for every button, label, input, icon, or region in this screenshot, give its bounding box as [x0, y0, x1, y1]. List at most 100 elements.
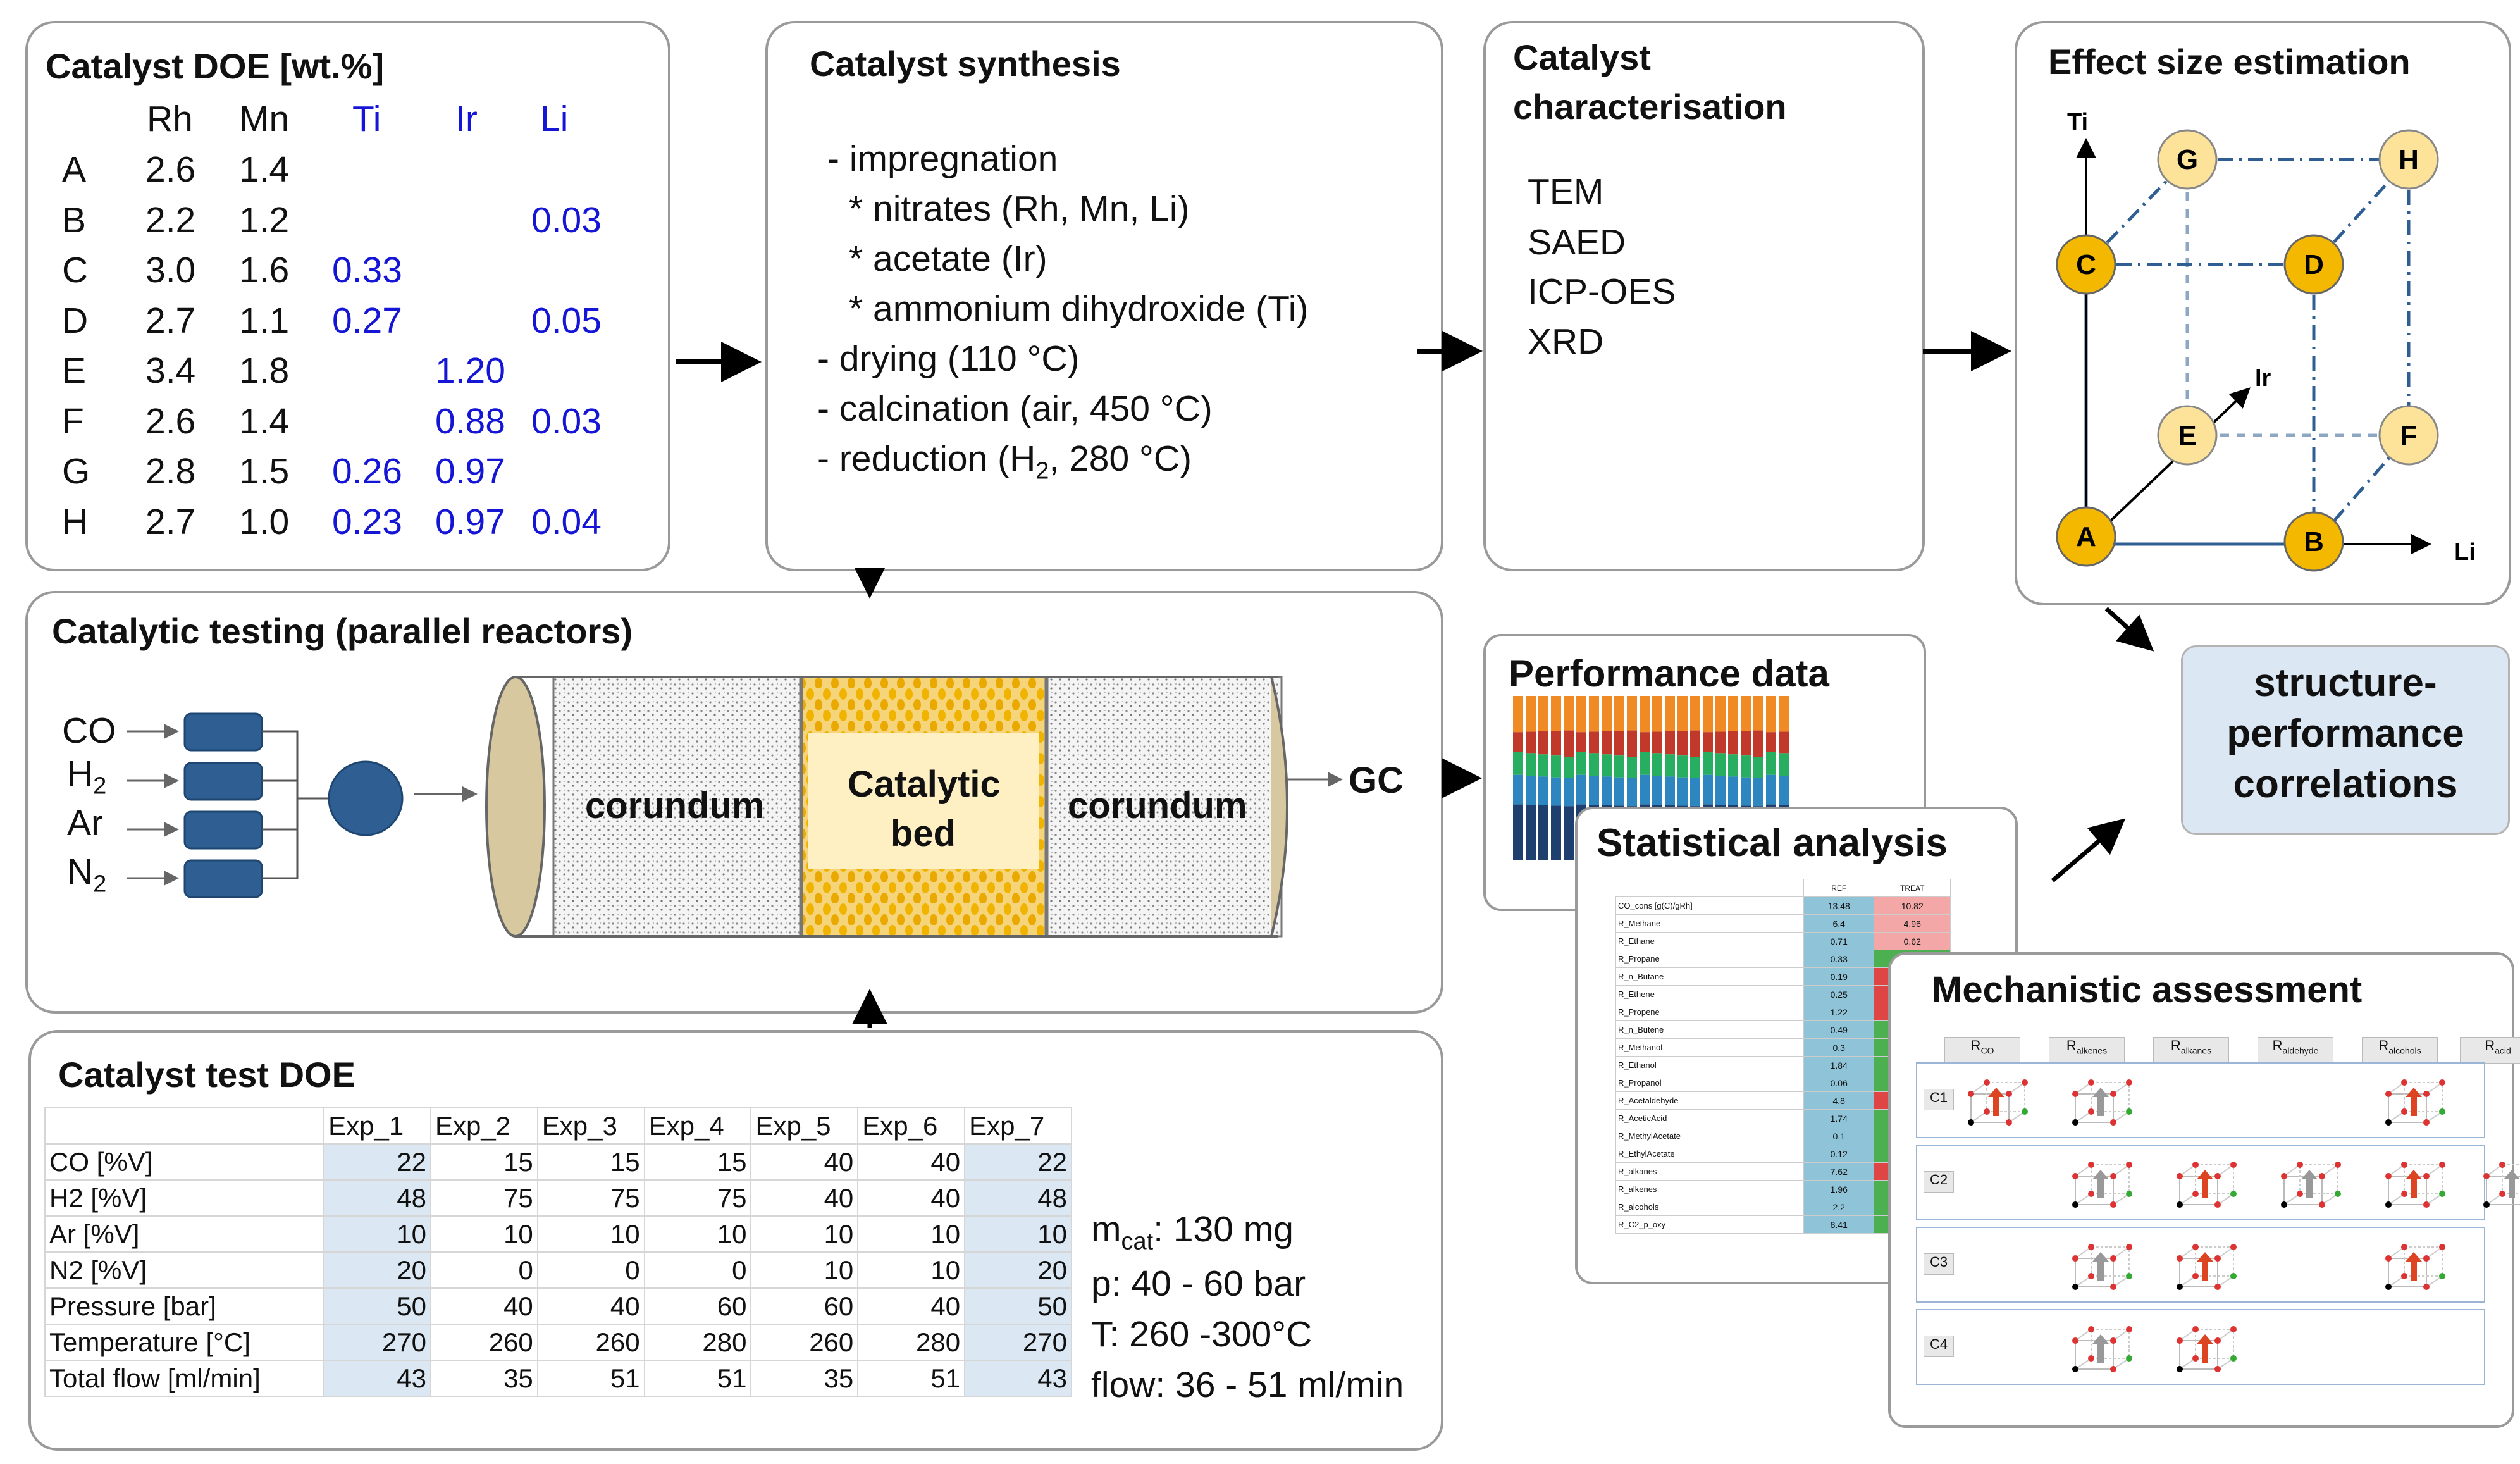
test-doe-table: Exp_1 Exp_2 Exp_3 Exp_4 Exp_5 Exp_6 Exp_7 CO [%…	[44, 1107, 1072, 1397]
test-doe-cell: 43	[964, 1360, 1072, 1397]
synthesis-step: - impregnation	[827, 139, 1058, 179]
mech-header: Ralcohols	[2362, 1037, 2438, 1064]
test-doe-cell: 40	[750, 1143, 859, 1181]
test-doe-row: Pressure [bar] 50 40 40 60 60 40 50	[44, 1287, 1072, 1325]
sa-row-name: R_alkenes	[1615, 1180, 1804, 1198]
perf-bar-segment	[1614, 696, 1624, 731]
perf-bar-segment	[1551, 731, 1561, 756]
doe-cell-mn: 1.6	[239, 250, 290, 290]
synthesis-step: - drying (110 °C)	[817, 338, 1080, 379]
doe-cell-ti: 0.23	[332, 501, 402, 542]
sa-ref-value: 0.12	[1803, 1145, 1875, 1163]
mini-cube	[2177, 1326, 2237, 1372]
doe-cell-li: 0.03	[531, 400, 602, 442]
perf-bar-segment	[1715, 696, 1726, 732]
perf-bar-segment	[1690, 757, 1700, 778]
sa-row-name: R_n_Butene	[1615, 1020, 1804, 1039]
perf-bar-segment	[1703, 732, 1713, 752]
sa-ref-value: 1.74	[1803, 1109, 1875, 1127]
perf-bar-segment	[1677, 777, 1688, 806]
test-doe-cell: 40	[429, 1287, 538, 1325]
cube-node-d: D	[2283, 234, 2344, 295]
axis-ir	[2085, 387, 2251, 545]
catalyst-doe-panel	[25, 21, 670, 571]
perf-bar-segment	[1551, 777, 1561, 806]
catalyst-bed-label-1: Catalytic	[848, 764, 1001, 805]
perf-bar-segment	[1589, 731, 1599, 754]
doe-cell-ir: 0.88	[435, 400, 505, 442]
mech-header-r: R	[2066, 1038, 2077, 1053]
sa-row-name: R_Propene	[1615, 1003, 1804, 1021]
perf-bar-segment	[1741, 731, 1751, 756]
sa-treat-value: 10.82	[1874, 896, 1951, 915]
test-doe-cell: 10	[964, 1215, 1072, 1253]
sa-ref-value: 1.22	[1803, 1003, 1875, 1021]
synthesis-step: * ammonium dihydroxide (Ti)	[849, 288, 1309, 329]
test-doe-row: Ar [%V] 10 10 10 10 10 10 10	[44, 1215, 1072, 1253]
test-doe-row: N2 [%V] 20 0 0 0 10 10 20	[44, 1251, 1072, 1289]
doe-cell-mn: 1.1	[239, 300, 290, 341]
corundum-left	[552, 676, 801, 938]
sa-ref-value: 13.48	[1803, 896, 1875, 915]
note-flow: flow: 36 - 51 ml/min	[1091, 1365, 1404, 1405]
perf-bar-segment	[1728, 731, 1738, 755]
sa-ref-value: 2.2	[1803, 1198, 1875, 1216]
mech-row: C4	[1916, 1309, 2485, 1385]
svg-text:F: F	[2400, 420, 2418, 451]
test-doe-row-label: N2 [%V]	[44, 1251, 325, 1289]
perf-bar-segment	[1766, 774, 1776, 805]
test-doe-cell: 10	[750, 1215, 859, 1253]
doe-cell-rh: 2.6	[145, 149, 196, 190]
svg-text:B: B	[2304, 526, 2324, 557]
note-pressure: p: 40 - 60 bar	[1091, 1263, 1306, 1304]
doe-cell-rh: 2.7	[145, 501, 196, 542]
sa-row-name: R_Ethane	[1615, 932, 1804, 950]
perf-bar-segment	[1564, 757, 1574, 778]
test-doe-cell: 22	[323, 1143, 431, 1181]
perf-bar-segment	[1564, 730, 1574, 757]
perf-bar-segment	[1627, 757, 1637, 778]
note-temperature: T: 260 -300°C	[1091, 1314, 1312, 1355]
perf-bar-segment	[1779, 753, 1789, 776]
mech-header-r: R	[2170, 1038, 2181, 1053]
sa-treat-value: 4.96	[1874, 914, 1951, 933]
doe-cell-rh: 2.8	[145, 451, 196, 492]
svg-text:G: G	[2177, 144, 2198, 175]
test-doe-cell: 40	[536, 1287, 645, 1325]
sa-ref-value: 6.4	[1803, 914, 1875, 933]
mech-row: C2	[1916, 1145, 2520, 1220]
mech-header-sub: alcohols	[2388, 1045, 2421, 1056]
perf-bar-segment	[1602, 754, 1612, 777]
perf-bar-segment	[1728, 754, 1738, 777]
test-doe-cell: 10	[643, 1215, 752, 1253]
doe-cell-rh: 2.7	[145, 300, 196, 341]
sa-ref-value: 1.96	[1803, 1180, 1875, 1198]
characterisation-title-1: Catalyst	[1513, 37, 1651, 77]
sa-ref-value: 0.71	[1803, 932, 1875, 950]
perf-bar-segment	[1513, 732, 1523, 752]
perf-bar-segment	[1741, 777, 1751, 806]
perf-bar-segment	[1652, 776, 1662, 805]
perf-bar-segment	[1690, 696, 1700, 731]
perf-bar-segment	[1703, 774, 1713, 805]
sa-row: R_Ethene 0.25	[1615, 985, 1951, 1003]
sa-row-name: R_Methanol	[1615, 1038, 1804, 1057]
doe-cell-mn: 1.4	[239, 149, 290, 190]
perf-bar-segment	[1614, 755, 1624, 778]
perf-bar-segment	[1576, 774, 1586, 805]
perf-bar-segment	[1551, 805, 1561, 860]
mech-header: Ralkanes	[2153, 1037, 2229, 1064]
sa-ref-value: 0.06	[1803, 1074, 1875, 1092]
perf-bar-segment	[1728, 776, 1738, 805]
perf-bar-segment	[1677, 731, 1688, 756]
perf-bar-segment	[1526, 776, 1536, 805]
perf-bar-segment	[1526, 753, 1536, 776]
test-doe-cell: 51	[643, 1360, 752, 1397]
mech-header-r: R	[2485, 1038, 2495, 1053]
mech-header-sub: alkanes	[2180, 1045, 2212, 1056]
perf-bar-segment	[1779, 731, 1789, 754]
mini-cube	[2072, 1079, 2132, 1126]
method-item: TEM	[1528, 171, 1604, 212]
method-item: ICP-OES	[1528, 271, 1676, 312]
doe-cell-ir: 0.97	[435, 501, 505, 542]
